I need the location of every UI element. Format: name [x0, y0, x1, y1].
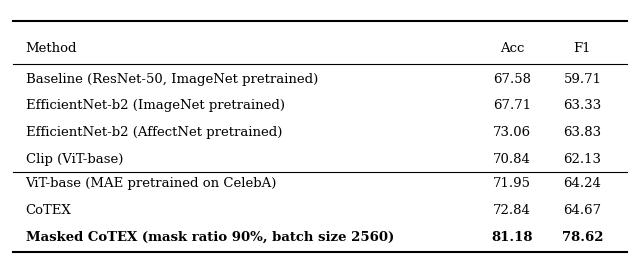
- Text: 64.67: 64.67: [563, 204, 602, 217]
- Text: Acc: Acc: [500, 42, 524, 55]
- Text: 81.18: 81.18: [492, 231, 532, 244]
- Text: Masked CoTEX (mask ratio 90%, batch size 2560): Masked CoTEX (mask ratio 90%, batch size…: [26, 231, 394, 244]
- Text: 63.83: 63.83: [563, 126, 602, 139]
- Text: 71.95: 71.95: [493, 177, 531, 190]
- Text: 59.71: 59.71: [563, 73, 602, 85]
- Text: 72.84: 72.84: [493, 204, 531, 217]
- Text: 78.62: 78.62: [562, 231, 603, 244]
- Text: Clip (ViT-base): Clip (ViT-base): [26, 153, 123, 166]
- Text: Baseline (ResNet-50, ImageNet pretrained): Baseline (ResNet-50, ImageNet pretrained…: [26, 73, 318, 85]
- Text: 67.58: 67.58: [493, 73, 531, 85]
- Text: 64.24: 64.24: [563, 177, 602, 190]
- Text: CoTEX: CoTEX: [26, 204, 71, 217]
- Text: 62.13: 62.13: [563, 153, 602, 166]
- Text: EfficientNet-b2 (AffectNet pretrained): EfficientNet-b2 (AffectNet pretrained): [26, 126, 282, 139]
- Text: 67.71: 67.71: [493, 99, 531, 112]
- Text: EfficientNet-b2 (ImageNet pretrained): EfficientNet-b2 (ImageNet pretrained): [26, 99, 285, 112]
- Text: Method: Method: [26, 42, 77, 55]
- Text: 63.33: 63.33: [563, 99, 602, 112]
- Text: 73.06: 73.06: [493, 126, 531, 139]
- Text: 70.84: 70.84: [493, 153, 531, 166]
- Text: F1: F1: [573, 42, 591, 55]
- Text: ViT-base (MAE pretrained on CelebA): ViT-base (MAE pretrained on CelebA): [26, 177, 277, 190]
